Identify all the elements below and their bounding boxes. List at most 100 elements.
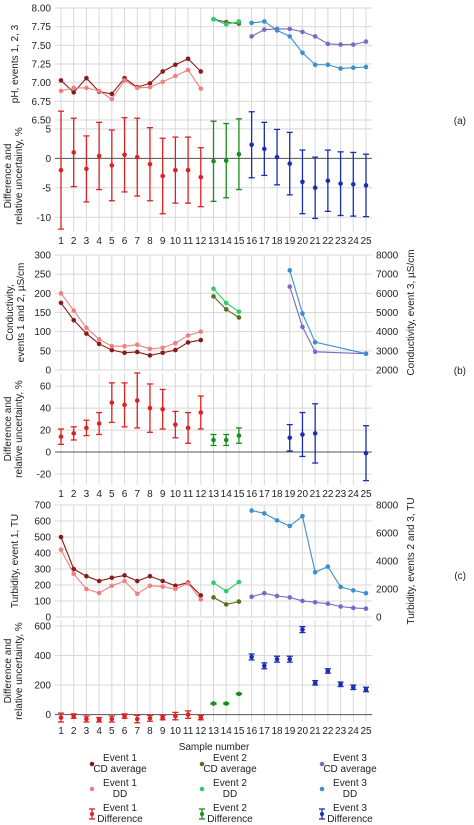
x-tick-label: 2: [71, 236, 77, 247]
y-tick-label: 6.50: [32, 116, 52, 127]
data-point-ev2_diff: [236, 151, 242, 157]
y-right-tick-label: 2000: [376, 366, 399, 377]
legend-item-ev3_dd: Event 3DD: [319, 778, 367, 800]
data-point-ev3_diff: [300, 179, 305, 185]
x-tick-label: 17: [259, 489, 271, 500]
data-point-ev1_diff: [109, 716, 115, 722]
x-tick-label: 21: [310, 726, 322, 737]
series-line-ev3_dd: [251, 20, 367, 70]
data-point-ev1_dd: [173, 340, 178, 346]
x-tick-label: 16: [246, 489, 258, 500]
data-point-ev1_dd: [198, 86, 204, 91]
y-tick-label: 7.00: [32, 78, 52, 89]
data-point-ev3_dd: [325, 62, 331, 68]
data-point-ev1_cd: [58, 78, 64, 83]
data-point-ev1_cd: [96, 341, 102, 347]
legend-line2: DD: [113, 789, 127, 800]
data-point-ev1_diff: [122, 713, 127, 719]
x-tick-label: 19: [284, 489, 296, 500]
data-point-ev1_cd: [160, 350, 165, 356]
x-tick-label: 21: [310, 236, 322, 247]
data-point-ev1_diff: [71, 431, 77, 436]
y-right-axis-label: Conductivity, event 3, µS/cm: [406, 249, 417, 375]
y-tick-label: 40: [40, 404, 52, 415]
data-point-ev1_diff: [173, 422, 178, 427]
data-point-ev1_cd: [109, 347, 115, 353]
y-right-tick-label: 6000: [376, 289, 399, 300]
data-point-ev3_cd: [262, 27, 267, 32]
data-point-ev3_cd: [312, 34, 318, 39]
y-axis-label: pH, events 1, 2, 3: [10, 24, 21, 103]
y-right-tick-label: 6000: [376, 529, 399, 540]
data-point-ev1_dd: [58, 291, 64, 296]
data-point-ev1_dd: [96, 337, 102, 342]
data-point-ev1_diff: [122, 402, 127, 408]
y-right-axis-label: Turbidity, events 2 and 3, TU: [406, 497, 417, 624]
y-tick-label: 5: [45, 124, 51, 135]
data-point-ev1_dd: [71, 85, 77, 91]
y-right-tick-label: 4000: [376, 557, 399, 568]
data-point-ev3_diff: [300, 432, 305, 437]
data-point-ev3_dd: [274, 518, 280, 523]
y-tick-label: 7.25: [32, 60, 52, 71]
data-point-ev3_dd: [262, 19, 267, 24]
y-tick-label: 50: [40, 346, 52, 357]
x-tick-label: 3: [84, 489, 90, 500]
data-point-ev1_dd: [122, 78, 127, 83]
legend-line1: Event 2: [213, 753, 247, 764]
data-point-ev1_cd: [198, 69, 204, 74]
x-tick-label: 12: [195, 236, 207, 247]
x-tick-label: 13: [208, 726, 220, 737]
data-point-ev3_cd: [274, 593, 280, 599]
x-tick-label: 6: [122, 726, 128, 737]
y-right-tick-label: 2000: [376, 585, 399, 596]
data-point-ev3_cd: [338, 42, 343, 47]
y-tick-label: 500: [34, 533, 51, 544]
data-point-ev1_diff: [185, 712, 191, 717]
data-point-ev2_dd: [211, 580, 216, 585]
data-point-ev1_cd: [147, 573, 153, 579]
series-line-ev1_dd: [60, 69, 202, 100]
data-point-ev3_diff: [312, 185, 318, 191]
data-point-ev1_cd: [173, 62, 178, 68]
data-point-ev3_dd: [363, 590, 369, 596]
data-point-ev3_dd: [262, 511, 267, 516]
data-point-ev3_diff: [287, 656, 293, 662]
chart-conductivity: 0 50 100 150 200 250 300 2000 3000 4000 5000 6000 70…: [5, 249, 417, 376]
y-axis-label-line2: relative uncertainty, %: [14, 380, 25, 478]
x-tick-label: 14: [221, 726, 233, 737]
data-point-ev1_dd: [84, 586, 89, 592]
x-tick-label: 3: [84, 726, 90, 737]
data-point-ev1_dd: [198, 329, 204, 334]
data-point-ev3_diff: [363, 183, 369, 188]
data-point-ev1_diff: [173, 713, 178, 719]
y-tick-label: 0: [45, 613, 51, 624]
data-point-ev3_diff: [249, 142, 254, 148]
y-axis-label-line1: Difference and: [3, 397, 14, 462]
data-point-ev2_cd: [211, 294, 216, 299]
data-point-ev3_cd: [325, 41, 331, 47]
x-tick-label: 20: [297, 726, 309, 737]
data-point-ev3_dd: [249, 508, 254, 513]
data-point-ev1_dd: [58, 547, 64, 553]
legend-item-ev3_cd: Event 3CD average: [319, 753, 377, 775]
chart-turbidity: 0 100 200 300 400 500 600 700 0 2000 4000 6000 8000 T…: [10, 497, 417, 624]
series-line-ev1_dd: [60, 549, 202, 600]
data-point-ev3_diff: [338, 682, 343, 687]
data-point-ev3_cd: [262, 590, 267, 596]
data-point-ev1_cd: [96, 578, 102, 584]
y-tick-label: 200: [34, 581, 51, 592]
data-point-ev3_cd: [300, 324, 305, 330]
y-right-tick-label: 8000: [376, 251, 399, 262]
x-tick-label: 13: [208, 489, 220, 500]
data-point-ev3_cd: [325, 601, 331, 606]
y-axis-label-line1: Difference and: [3, 639, 14, 704]
legend-line1: Event 3: [333, 778, 367, 789]
data-point-ev2_dd: [236, 309, 242, 315]
data-point-ev1_cd: [122, 350, 127, 356]
y-tick-label: -10: [37, 213, 52, 224]
data-point-ev2_dd: [223, 22, 229, 27]
data-point-ev1_diff: [109, 163, 115, 168]
